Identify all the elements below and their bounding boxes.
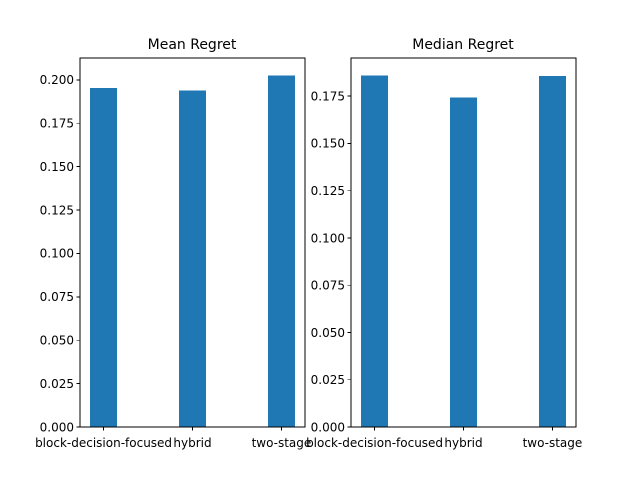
mean-regret-ytick-label: 0.100 — [40, 247, 74, 261]
median-regret-title: Median Regret — [412, 37, 514, 53]
mean-regret-ytick-label: 0.025 — [40, 377, 74, 391]
median-regret-ytick-label: 0.150 — [311, 137, 345, 151]
mean-regret-title: Mean Regret — [148, 37, 237, 53]
mean-regret-ytick-label: 0.200 — [40, 73, 74, 87]
median-regret-xtick-label-hybrid: hybrid — [444, 436, 482, 450]
median-regret-bar-hybrid — [450, 97, 477, 427]
median-regret-bar-block-decision-focused — [361, 75, 388, 427]
mean-regret-ytick-label: 0.125 — [40, 203, 74, 217]
mean-regret-ytick-label: 0.150 — [40, 160, 74, 174]
median-regret-ytick-label: 0.100 — [311, 231, 345, 245]
median-regret-ytick-label: 0.075 — [311, 279, 345, 293]
median-regret-bar-two-stage — [539, 75, 566, 428]
mean-regret-xtick-label-hybrid: hybrid — [173, 436, 211, 450]
median-regret-ytick-label: 0.125 — [311, 184, 345, 198]
median-regret-xtick-label-block-decision-focused: block-decision-focused — [306, 436, 443, 450]
median-regret-xtick-label-two-stage: two-stage — [523, 436, 583, 450]
mean-regret-xtick-label-block-decision-focused: block-decision-focused — [35, 436, 172, 450]
mean-regret-bar-hybrid — [179, 90, 206, 427]
median-regret-ytick-label: 0.025 — [311, 373, 345, 387]
mean-regret-bar-block-decision-focused — [90, 88, 117, 427]
mean-regret-axes: Mean Regret 0.000 0.025 0.050 0.075 0.100 0.1… — [35, 37, 311, 450]
mean-regret-ytick-label: 0.050 — [40, 334, 74, 348]
median-regret-axes: Median Regret 0.000 0.025 0.050 0.075 0.100 0… — [306, 37, 582, 450]
mean-regret-ytick-label: 0.000 — [40, 420, 74, 434]
median-regret-ytick-label: 0.050 — [311, 326, 345, 340]
median-regret-ytick-label: 0.000 — [311, 420, 345, 434]
mean-regret-xtick-label-two-stage: two-stage — [252, 436, 312, 450]
mean-regret-ytick-label: 0.075 — [40, 290, 74, 304]
mean-regret-ytick-label: 0.175 — [40, 117, 74, 131]
mean-regret-bar-two-stage — [268, 75, 295, 427]
median-regret-ytick-label: 0.175 — [311, 89, 345, 103]
